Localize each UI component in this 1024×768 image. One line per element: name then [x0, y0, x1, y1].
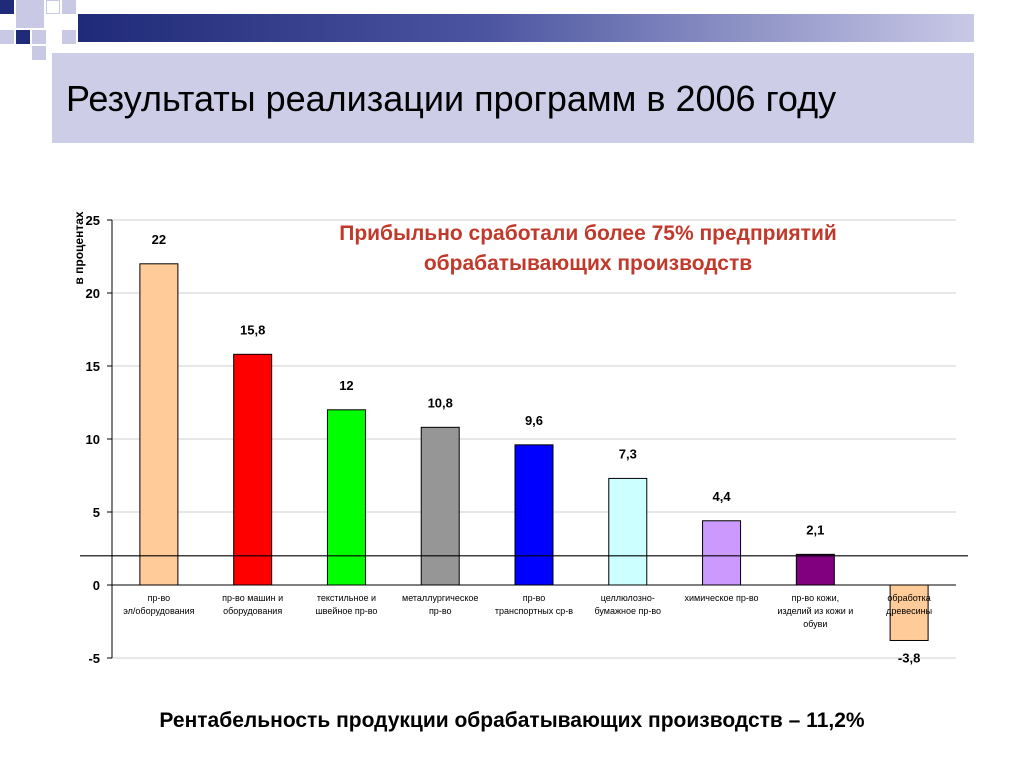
category-label: оборудования [223, 606, 282, 616]
category-label: обуви [803, 619, 827, 629]
category-label: транспортных ср-в [495, 606, 573, 616]
data-label: -3,8 [898, 650, 920, 665]
data-label: 7,3 [619, 446, 637, 461]
y-tick-label: 15 [86, 359, 100, 374]
category-label: швейное пр-во [315, 606, 377, 616]
category-label: эл/оборудования [123, 606, 194, 616]
data-label: 9,6 [525, 413, 543, 428]
category-label: химическое пр-во [685, 593, 759, 603]
bar [608, 477, 648, 586]
data-label: 10,8 [428, 395, 453, 410]
bar-chart: -5 0 5 10 15 20 25в процентах 22 пр-во эл/оборудо… [72, 211, 968, 666]
profitability-footer: Рентабельность продукции обрабатывающих … [159, 709, 865, 732]
category-label: целлюлозно- [601, 593, 655, 603]
bar [326, 409, 366, 586]
category-label: бумажное пр-во [594, 606, 661, 616]
data-label: 22 [152, 232, 166, 247]
y-tick-label: 5 [93, 505, 100, 520]
category-label: пр-во [148, 593, 171, 603]
category-label: пр-во машин и [222, 593, 283, 603]
header-band [78, 14, 974, 42]
bar [139, 263, 179, 586]
category-label: пр-во [523, 593, 546, 603]
category-label: металлургическое [402, 593, 478, 603]
data-label: 2,1 [806, 522, 824, 537]
category-label: пр-во [429, 606, 452, 616]
bar [420, 426, 460, 586]
y-tick-label: 20 [86, 286, 100, 301]
bar [889, 584, 929, 641]
y-tick-label: -5 [88, 651, 100, 666]
bar [514, 444, 554, 586]
page-title: Результаты реализации программ в 2006 го… [66, 78, 837, 119]
bar [795, 553, 835, 586]
chart-title: Прибыльно сработали более 75% предприяти… [339, 222, 837, 245]
bar [233, 353, 273, 586]
y-tick-label: 0 [93, 578, 100, 593]
bar [702, 520, 742, 586]
category-label: древесины [886, 606, 932, 616]
data-label: 12 [339, 378, 353, 393]
category-label: пр-во кожи, [792, 593, 840, 603]
y-tick-label: 25 [86, 213, 100, 228]
category-label: обработка [887, 593, 930, 603]
title-bar [52, 53, 974, 143]
data-label: 4,4 [713, 489, 732, 504]
category-label: текстильное и [317, 593, 376, 603]
chart-title: обрабатывающих производств [424, 252, 752, 275]
y-axis-label: в процентах [72, 211, 86, 284]
data-label: 15,8 [240, 322, 265, 337]
y-tick-label: 10 [86, 432, 100, 447]
category-label: изделий из кожи и [777, 606, 853, 616]
